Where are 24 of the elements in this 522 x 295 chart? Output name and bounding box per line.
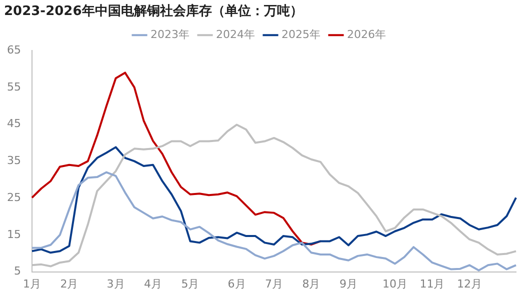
y-tick-label: 55 (6, 80, 21, 94)
y-tick-label: 15 (6, 228, 21, 241)
x-tick-label: 4月 (144, 277, 162, 290)
x-tick-label: 5月 (181, 277, 200, 290)
legend-label: 2024年 (216, 28, 256, 41)
x-tick-label: 10月 (382, 277, 408, 290)
x-tick-label: 7月 (265, 277, 283, 290)
x-tick-label: 9月 (339, 277, 358, 290)
x-tick-label: 2月 (60, 277, 78, 290)
chart-title: 2023-2026年中国电解铜社会库存（单位：万吨） (4, 3, 303, 20)
legend-label: 2025年 (282, 28, 320, 41)
x-tick-label: 11月 (420, 277, 445, 290)
x-tick-label: 1月 (22, 277, 41, 290)
y-tick-label: 45 (6, 117, 21, 130)
x-tick-label: 12月 (456, 277, 482, 290)
y-tick-label: 5 (14, 264, 21, 278)
x-tick-label: 3月 (106, 277, 125, 290)
y-tick-label: 25 (6, 190, 21, 204)
legend-label: 2023年 (150, 28, 190, 41)
y-tick-label: 35 (6, 154, 21, 168)
x-tick-label: 8月 (302, 277, 320, 290)
x-tick-label: 6月 (228, 277, 246, 290)
legend-label: 2026年 (346, 28, 386, 41)
y-tick-label: 65 (6, 43, 21, 56)
